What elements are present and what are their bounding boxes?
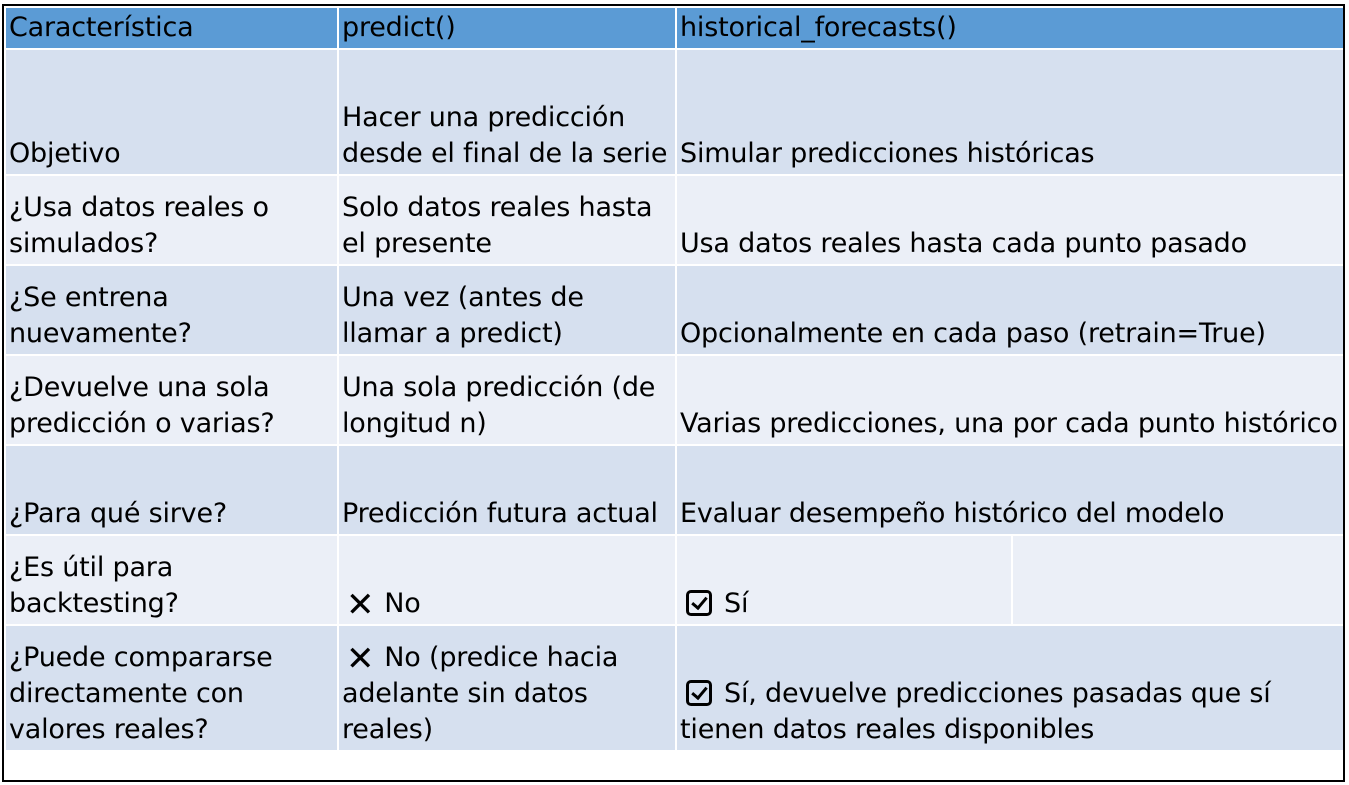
historical-cell: Varias predicciones, una por cada punto … <box>675 354 1343 446</box>
feature-cell: ¿Se entrena nuevamente? <box>4 264 339 356</box>
feature-cell: ¿Usa datos reales o simulados? <box>4 174 339 266</box>
cross-mark-icon: ✕ <box>346 585 375 625</box>
comparison-table: Característica predict() historical_fore… <box>2 4 1345 782</box>
table-row: ¿Usa datos reales o simulados? Solo dato… <box>4 174 1343 266</box>
feature-cell: Objetivo <box>4 48 339 176</box>
historical-cell: Opcionalmente en cada paso (retrain=True… <box>675 264 1343 356</box>
predict-cell-text: No (predice hacia adelante sin datos rea… <box>342 642 619 745</box>
feature-cell: ¿Para qué sirve? <box>4 444 339 536</box>
predict-cell: Hacer una predicción desde el final de l… <box>337 48 677 176</box>
predict-cell: ✕ No (predice hacia adelante sin datos re… <box>337 624 677 752</box>
feature-cell: ¿Es útil para backtesting? <box>4 534 339 626</box>
header-historical: historical_forecasts() <box>675 6 1343 50</box>
header-row: Característica predict() historical_fore… <box>4 6 1343 50</box>
historical-cell: Evaluar desempeño histórico del modelo <box>675 444 1343 536</box>
historical-cell: Sí, devuelve predicciones pasadas que sí… <box>675 624 1343 752</box>
table-row: ¿Puede compararse directamente con valor… <box>4 624 1343 752</box>
cross-mark-icon: ✕ <box>346 639 375 679</box>
historical-cell: Usa datos reales hasta cada punto pasado <box>675 174 1343 266</box>
predict-cell-text: No <box>384 588 421 619</box>
header-feature: Característica <box>4 6 339 50</box>
table-row: Objetivo Hacer una predicción desde el f… <box>4 48 1343 176</box>
table-row: ¿Es útil para backtesting? ✕ No Sí <box>4 534 1343 626</box>
feature-cell: ¿Devuelve una sola predicción o varias? <box>4 354 339 446</box>
table-row: ¿Para qué sirve? Predicción futura actua… <box>4 444 1343 536</box>
historical-cell-text: Sí <box>724 588 749 619</box>
comparison-grid: Característica predict() historical_fore… <box>4 6 1343 752</box>
predict-cell: Predicción futura actual <box>337 444 677 536</box>
table-row: ¿Devuelve una sola predicción o varias? … <box>4 354 1343 446</box>
checked-box-icon <box>686 590 712 616</box>
cell-divider <box>1011 537 1013 623</box>
predict-cell: Una sola predicción (de longitud n) <box>337 354 677 446</box>
predict-cell: Una vez (antes de llamar a predict) <box>337 264 677 356</box>
predict-cell: Solo datos reales hasta el presente <box>337 174 677 266</box>
historical-cell-text: Sí, devuelve predicciones pasadas que sí… <box>680 678 1271 745</box>
predict-cell: ✕ No <box>337 534 677 626</box>
historical-cell: Simular predicciones históricas <box>675 48 1343 176</box>
checked-box-icon <box>686 680 712 706</box>
table-row: ¿Se entrena nuevamente? Una vez (antes d… <box>4 264 1343 356</box>
feature-cell: ¿Puede compararse directamente con valor… <box>4 624 339 752</box>
header-predict: predict() <box>337 6 677 50</box>
historical-cell: Sí <box>675 534 1343 626</box>
